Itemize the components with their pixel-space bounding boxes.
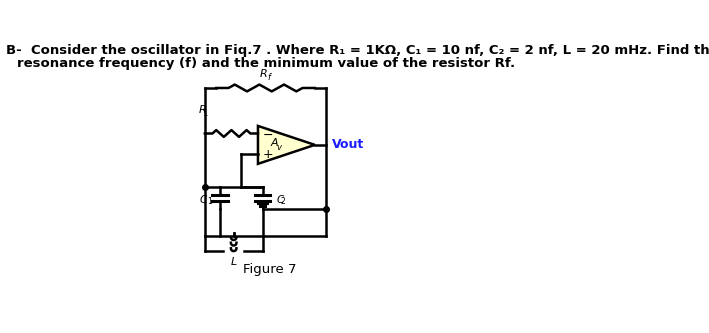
Text: resonance frequency (f) and the minimum value of the resistor Rf.: resonance frequency (f) and the minimum … [17, 57, 515, 70]
Text: Vout: Vout [333, 139, 364, 152]
Text: +: + [262, 148, 273, 161]
Text: C: C [277, 194, 284, 204]
Text: f: f [267, 73, 270, 82]
Text: C: C [199, 194, 206, 204]
Text: 1: 1 [203, 109, 208, 118]
Text: B-  Consider the oscillator in Fiq.7 . Where R₁ = 1KΩ, C₁ = 10 nf, C₂ = 2 nf, L : B- Consider the oscillator in Fiq.7 . Wh… [6, 44, 709, 57]
Text: −: − [262, 129, 273, 142]
Polygon shape [258, 126, 315, 164]
Text: L: L [230, 257, 237, 267]
Text: 1: 1 [207, 197, 212, 206]
Text: v: v [277, 143, 281, 152]
Text: R: R [199, 105, 206, 115]
Text: A: A [271, 138, 279, 149]
Text: 2: 2 [281, 197, 286, 206]
Text: R: R [260, 69, 268, 79]
Text: Figure 7: Figure 7 [242, 263, 296, 276]
